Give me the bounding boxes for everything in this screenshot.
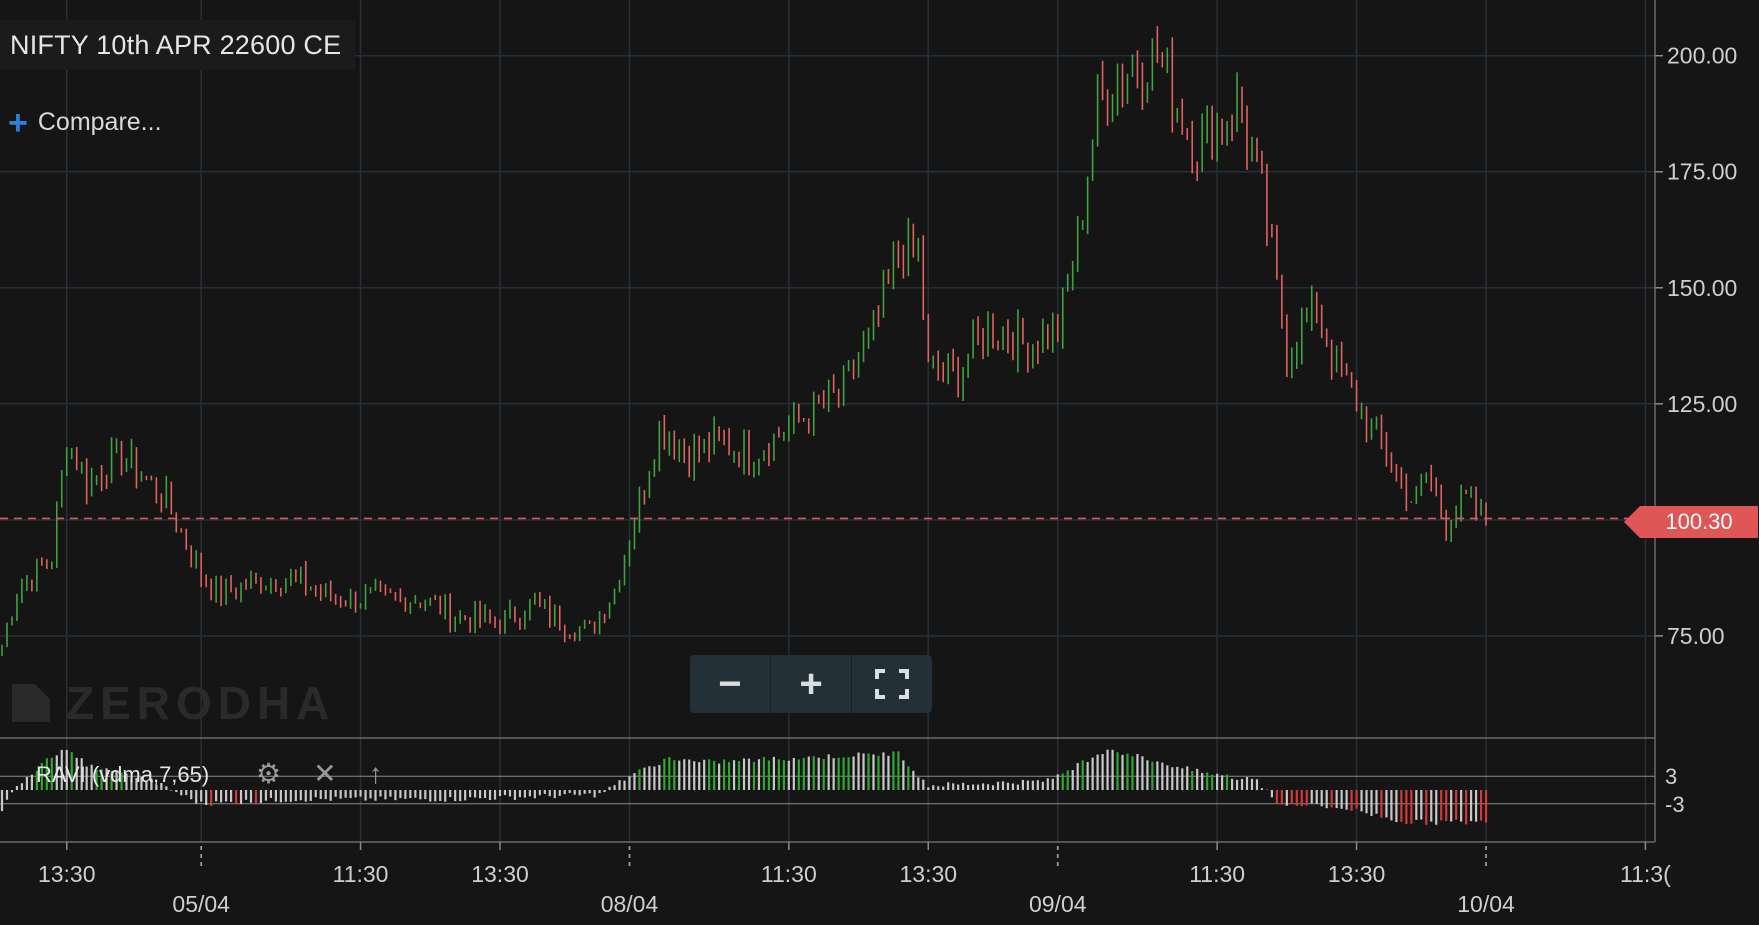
x-tick-label: 13:30 — [38, 861, 96, 887]
last-price-value: 100.30 — [1665, 509, 1733, 534]
zoom-out-button[interactable]: − — [690, 655, 771, 713]
y-tick-label: 125.00 — [1667, 391, 1737, 417]
indicator-level-label: -3 — [1665, 792, 1685, 817]
instrument-name: NIFTY 10th APR 22600 CE — [10, 29, 342, 60]
indicator-label: RAVI (vdma,7,65) — [36, 762, 209, 788]
x-tick-label: 11:30 — [333, 861, 389, 887]
zerodha-watermark: ZERODHA — [12, 676, 335, 730]
plus-icon: + — [8, 103, 28, 142]
indicator-name: RAVI (vdma,7,65) — [36, 762, 210, 787]
minus-icon: − — [718, 661, 742, 706]
close-icon[interactable]: ✕ — [313, 758, 337, 789]
arrow-up-icon[interactable]: ↑ — [368, 757, 383, 789]
instrument-title: NIFTY 10th APR 22600 CE — [0, 20, 356, 70]
watermark-text: ZERODHA — [66, 677, 336, 729]
zoom-controls: − + — [690, 655, 932, 713]
date-label: 05/04 — [172, 891, 230, 917]
x-tick-label: 13:30 — [1328, 861, 1386, 887]
gear-icon[interactable]: ⚙ — [256, 758, 282, 789]
x-tick-label: 13:30 — [471, 861, 529, 887]
x-tick-label: 13:30 — [899, 861, 957, 887]
zerodha-logo-icon — [12, 684, 50, 722]
fullscreen-icon — [875, 669, 909, 699]
date-label: 10/04 — [1457, 891, 1515, 917]
indicator-tools: ⚙ ✕ ↑ — [256, 757, 383, 790]
y-tick-label: 175.00 — [1667, 159, 1737, 185]
x-tick-label: 11:30 — [761, 861, 817, 887]
last-price-tag: 100.30 — [1624, 506, 1758, 538]
zoom-in-button[interactable]: + — [771, 655, 852, 713]
compare-button[interactable]: + Compare... — [8, 103, 162, 142]
plus-icon: + — [799, 661, 823, 706]
y-tick-label: 150.00 — [1667, 275, 1737, 301]
y-tick-label: 200.00 — [1667, 43, 1737, 69]
x-tick-label: 11:30 — [1189, 861, 1245, 887]
date-label: 08/04 — [601, 891, 659, 917]
x-tick-label: 11:3( — [1620, 861, 1671, 887]
indicator-level-label: 3 — [1665, 764, 1677, 789]
compare-label: Compare... — [37, 108, 162, 136]
y-tick-label: 75.00 — [1667, 623, 1725, 649]
date-label: 09/04 — [1029, 891, 1087, 917]
fullscreen-button[interactable] — [852, 655, 932, 713]
